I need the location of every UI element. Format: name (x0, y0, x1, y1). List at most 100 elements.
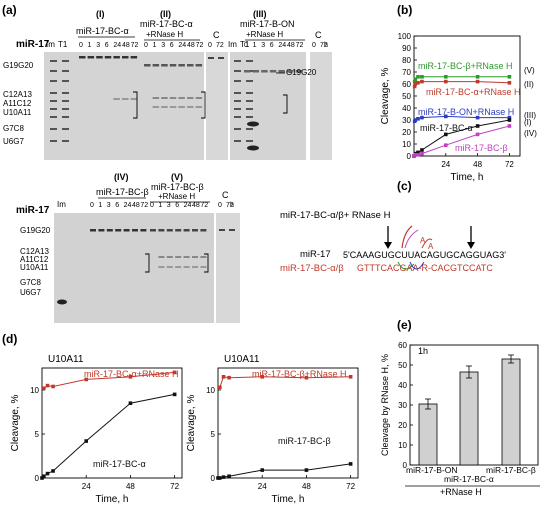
gel-band (122, 56, 129, 59)
ladder-band (234, 128, 241, 130)
time-label: 1 (158, 202, 162, 209)
data-point (45, 471, 50, 476)
y-tick-label: 40 (402, 104, 411, 113)
marker-a11c12: A11C12 (3, 99, 32, 108)
plot-frame (217, 367, 359, 479)
gel-image-a-control2 (310, 52, 332, 160)
marker2-g7c8: G7C8 (20, 278, 41, 287)
ladder-band (62, 108, 69, 110)
data-point (416, 153, 420, 157)
group-iv-roman: (IV) (114, 172, 129, 182)
series-line (218, 463, 351, 479)
group-ii-roman: (II) (160, 9, 171, 19)
gel-band (178, 97, 185, 99)
gel-band (192, 256, 198, 258)
ladder-band (246, 116, 253, 118)
time-label: 0 (79, 42, 83, 49)
ladder-band (50, 100, 57, 102)
series-tag: (I) (524, 118, 532, 127)
data-point (216, 476, 220, 480)
hours-label: h (230, 202, 234, 209)
gel-band (87, 56, 95, 59)
group-v-roman: (V) (171, 172, 183, 182)
data-point (218, 385, 222, 390)
svg-text:A: A (428, 242, 434, 251)
series-tag: (IV) (524, 129, 537, 138)
y-tick-label: 70 (402, 68, 411, 77)
gel-band (166, 229, 173, 232)
group-i-name: miR-17-BC-α (76, 26, 129, 36)
data-point (507, 115, 512, 120)
x-tick-label: 48 (473, 160, 482, 169)
gel-band (158, 266, 165, 268)
gel-band (295, 70, 303, 73)
group-iii-roman: (III) (253, 9, 267, 19)
y-tick-label: 60 (402, 80, 411, 89)
gel-band (218, 57, 224, 59)
y-tick-label: 20 (398, 421, 407, 430)
gel-band (195, 97, 203, 99)
time-label: 72 (131, 42, 139, 49)
time-label: 48 (122, 42, 130, 49)
time-label: 24 (124, 202, 132, 209)
ladder-band (234, 70, 241, 72)
gel-band (195, 106, 203, 108)
marker2-c12a13: C12A13 (20, 247, 49, 256)
x-tick-label: 24 (258, 482, 267, 491)
gel-band (106, 229, 113, 232)
data-point (420, 115, 424, 120)
hours-label: h (324, 42, 328, 49)
data-point (420, 148, 424, 152)
data-point (444, 132, 448, 137)
ladder-band (234, 60, 241, 62)
gel-band (130, 98, 138, 100)
series-label: miR-17-BC-α (420, 123, 473, 133)
x-tick-label: 72 (170, 482, 179, 491)
ladder-band (50, 108, 57, 110)
marker2-u6g7: U6G7 (20, 288, 41, 297)
ladder-band (62, 80, 69, 82)
gel-band (261, 70, 268, 73)
group-v-name: miR-17-BC-β (151, 182, 204, 192)
panel-a-letter: (a) (2, 3, 17, 17)
plot-frame (41, 367, 183, 479)
ladder-band (246, 140, 253, 142)
y-tick-label: 30 (398, 401, 407, 410)
series-label: miR-17-BC-α+RNase H (426, 87, 520, 97)
gel-band (158, 256, 165, 258)
data-point (416, 75, 420, 79)
marker-g7c8: G7C8 (3, 124, 24, 133)
ladder-band (246, 108, 253, 110)
panel-a-lane-im2: Im (228, 40, 237, 49)
data-point (420, 75, 424, 79)
chart-title: U10A11 (224, 354, 260, 365)
y-tick-label: 90 (402, 44, 411, 53)
data-point (128, 401, 133, 405)
gel-band (166, 256, 173, 258)
ladder-band (246, 60, 253, 62)
panel-e-chart: (e) 1h +RNase H 0 10 20 30 40 50 60 Cleavage by… (380, 318, 540, 497)
chart-title: U10A11 (48, 354, 84, 365)
data-point (42, 474, 46, 479)
panel-c-row1-label: miR-17 (300, 249, 331, 260)
data-point (40, 476, 44, 480)
y-tick-label: 100 (398, 32, 412, 41)
time-label: 0 (144, 42, 148, 49)
control-time-label: 72 (216, 42, 224, 49)
ladder-band (246, 80, 253, 82)
gel-spot (57, 299, 67, 305)
panel-a2-row-label: miR-17 (16, 205, 50, 216)
data-point (348, 462, 353, 466)
time-label: 6 (270, 42, 274, 49)
marker-u10a11: U10A11 (3, 108, 32, 117)
data-point (227, 375, 231, 380)
gel-band (269, 70, 277, 73)
panel-c-row2-seq: GTTTCACGAA-R-CACGTCCATC (357, 263, 493, 273)
x-tick-label: 24 (82, 482, 91, 491)
y-axis-label: Cleavage, % (186, 395, 197, 452)
y-tick-label: 10 (402, 140, 411, 149)
data-point (51, 384, 55, 389)
gel-band (123, 229, 130, 232)
y-tick-label: 0 (35, 474, 40, 483)
panel-d-letter: (d) (2, 332, 17, 346)
